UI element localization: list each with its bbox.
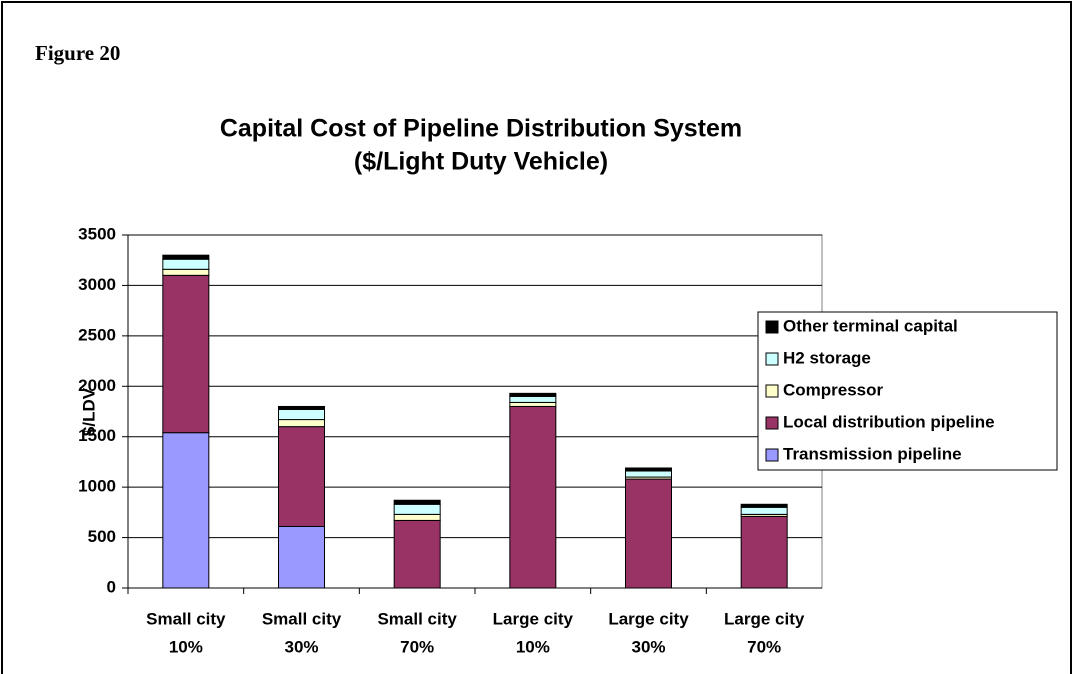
- x-tick-label: 30%: [284, 637, 318, 656]
- bar-segment: [625, 470, 672, 478]
- bar-segment: [278, 525, 325, 589]
- bar-segment: [162, 432, 210, 589]
- legend-label: Transmission pipeline: [783, 444, 962, 463]
- bar-segment: [625, 467, 672, 472]
- x-tick-label: Large city: [493, 609, 574, 628]
- x-tick-label: Large city: [724, 609, 805, 628]
- x-tick-label: Small city: [146, 609, 226, 628]
- bar-segment: [278, 426, 325, 527]
- bar-segment: [278, 408, 325, 421]
- figure-label: Figure 20: [35, 41, 120, 65]
- bar-segment: [740, 515, 788, 589]
- bar-segment: [393, 499, 441, 505]
- x-tick-label: 10%: [516, 637, 550, 656]
- y-axis-label: $/LDV: [79, 387, 98, 436]
- legend-swatch: [765, 416, 779, 430]
- bar-segment: [162, 268, 210, 276]
- y-tick-label: 2500: [78, 325, 116, 344]
- plot-area: [127, 234, 823, 589]
- legend-swatch: [765, 448, 779, 462]
- chart-title: Capital Cost of Pipeline Distribution Sy…: [220, 115, 742, 143]
- legend-swatch: [765, 384, 779, 398]
- legend-swatch: [765, 352, 779, 366]
- y-tick-label: 3000: [78, 275, 116, 294]
- legend-label: H2 storage: [783, 348, 871, 367]
- x-tick-label: Small city: [377, 609, 457, 628]
- legend-box: [757, 311, 1058, 471]
- y-tick-label: 3500: [78, 224, 116, 243]
- bar-segment: [625, 478, 672, 589]
- legend-label: Compressor: [783, 380, 884, 399]
- bar-segment: [509, 401, 557, 407]
- bar-segment: [162, 254, 210, 260]
- y-tick-label: 1500: [78, 426, 116, 445]
- x-tick-label: Small city: [262, 609, 342, 628]
- bar-segment: [162, 274, 210, 434]
- bar-segment: [278, 405, 325, 410]
- y-tick-label: 0: [107, 577, 116, 596]
- x-tick-label: 30%: [631, 637, 665, 656]
- chart-subtitle: ($/Light Duty Vehicle): [354, 148, 608, 176]
- y-tick-label: 1000: [78, 477, 116, 496]
- x-tick-label: 10%: [169, 637, 203, 656]
- bar-segment: [509, 392, 557, 397]
- legend-swatch: [765, 320, 779, 334]
- bar-segment: [740, 503, 788, 508]
- x-tick-label: 70%: [747, 637, 781, 656]
- x-tick-label: Large city: [608, 609, 689, 628]
- bar-segment: [393, 519, 441, 589]
- bar-segment: [393, 513, 441, 521]
- bar-segment: [162, 258, 210, 270]
- legend-label: Local distribution pipeline: [783, 412, 995, 431]
- bar-segment: [509, 395, 557, 403]
- y-tick-label: 2000: [78, 376, 116, 395]
- bar-segment: [278, 419, 325, 428]
- bar-segment: [509, 405, 557, 589]
- legend-label: Other terminal capital: [783, 316, 958, 335]
- y-tick-label: 500: [88, 527, 116, 546]
- bar-segment: [740, 506, 788, 515]
- bar-segment: [393, 503, 441, 515]
- x-tick-label: 70%: [400, 637, 434, 656]
